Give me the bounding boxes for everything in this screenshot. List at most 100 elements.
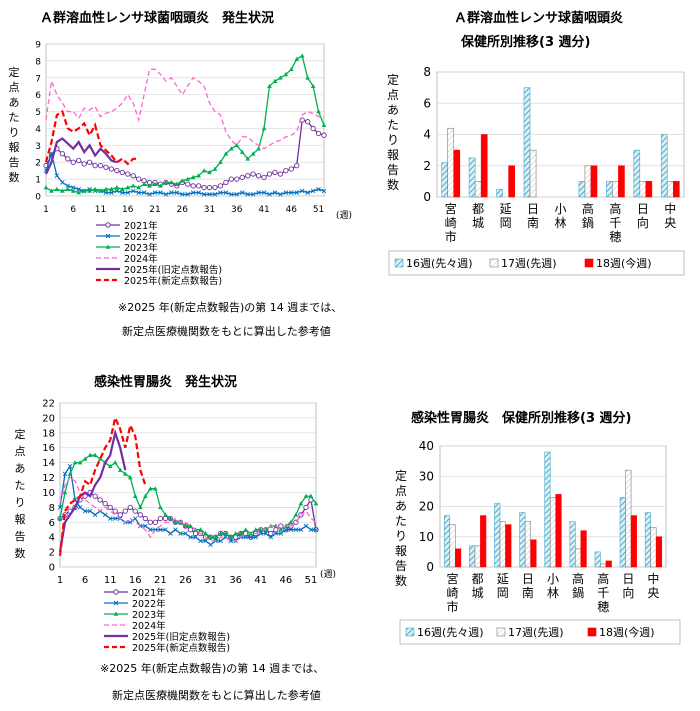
bar-bar_w16 [606,181,613,198]
bar-bar_w17 [600,563,607,568]
data-point-y2021 [59,151,66,157]
data-point-y2021 [103,164,109,170]
y-label-char: あ [9,96,20,109]
gastro-bar-title: 感染性胃腸炎 保健所別推移(3 週分) [411,410,631,426]
y-label-char: 定 [387,72,399,87]
data-point-y2022 [54,173,60,179]
y-label-char: 報 [395,544,407,558]
data-point-y2023 [87,452,93,457]
x-tick-label: 11 [95,205,106,215]
y-tick-label: 6 [49,518,55,529]
data-point-y2023 [158,183,163,188]
y-label-char: あ [387,103,399,117]
series-line-y2025new [44,109,139,166]
x-category-label: 日南 [527,202,539,230]
data-point-y2022 [313,527,319,533]
data-point-y2022 [130,188,136,194]
data-point-y2022 [278,531,284,536]
data-point-y2022 [250,191,256,197]
data-point-y2023 [267,83,272,89]
data-point-y2022 [305,190,310,195]
data-point-y2022 [158,190,163,195]
x-tick-label: 51 [305,575,318,586]
data-point-y2022 [190,190,196,195]
data-point-y2021 [261,174,267,181]
data-point-y2023 [183,523,188,528]
data-point-y2023 [278,75,283,80]
y-tick-label: 6 [35,91,41,101]
x-category-char: 小 [547,572,559,586]
data-point-y2022 [196,190,201,195]
data-point-y2022 [234,191,240,197]
data-point-y2023 [253,527,259,532]
data-point-y2023 [208,534,213,539]
y-tick-label: 14 [42,458,55,469]
data-point-y2021 [142,515,148,522]
bar-bar_w17 [447,127,455,198]
y-tick-label: 8 [423,65,431,79]
data-point-y2021 [273,527,279,533]
y-label-char: り [9,126,20,139]
data-point-y2022 [253,534,259,540]
data-point-y2022 [193,534,198,540]
y-label-char: 数 [15,547,26,560]
data-point-y2022 [107,516,113,521]
x-category-char: 穂 [597,600,609,614]
y-tick-label: 20 [42,413,55,424]
data-point-y2021 [223,179,229,186]
data-point-y2023 [148,486,153,491]
y-label-char: た [15,479,26,492]
gastro-note-line1: ※2025 年(新定点数報告)の第 14 週までは、 [100,661,324,675]
x-category-char: 南 [522,585,534,600]
x-category-label: 都城 [472,202,484,230]
data-point-y2022 [109,190,114,195]
bar-bar_w17 [549,497,557,568]
data-point-y2023 [152,181,158,186]
bar-bar_w16 [569,521,576,568]
data-point-y2023 [188,523,193,528]
data-point-y2022 [158,527,163,533]
data-point-y2022 [268,534,274,540]
data-point-y2021 [239,174,245,181]
data-point-y2023 [243,527,249,532]
x-category-char: 南 [527,215,539,230]
data-point-y2023 [92,186,98,192]
data-point-y2023 [294,56,300,61]
data-point-y2022 [223,190,229,195]
data-point-y2023 [127,475,133,480]
data-point-y2022 [168,531,173,536]
bar-bar_w16 [619,497,626,568]
x-tick-label: 16 [129,575,142,586]
data-point-y2023 [288,519,294,525]
x-category-char: 都 [472,572,484,586]
data-point-y2022 [310,188,316,194]
bar-bar_w17 [449,524,456,568]
legend-label: 2022年 [132,598,166,610]
data-point-y2022 [299,188,305,194]
data-point-y2021 [97,162,104,169]
data-point-y2022 [283,190,289,195]
data-point-y2023 [223,151,229,156]
x-category-label: 小林 [547,572,559,600]
x-tick-label: 36 [231,205,243,215]
x-category-char: 高 [582,201,594,216]
x-category-char: 岡 [497,586,509,600]
data-point-y2022 [245,191,251,197]
y-tick-label: 7 [35,74,41,84]
x-tick-label: 31 [204,205,215,215]
x-category-char: 岡 [500,216,512,230]
data-point-y2023 [122,471,128,476]
data-point-y2023 [198,527,203,532]
x-category-char: 城 [472,586,484,600]
data-point-y2023 [238,530,244,536]
data-point-y2023 [305,75,310,80]
x-category-char: 延 [500,202,512,216]
bar-bar_w17 [575,548,582,568]
bar-bar_w16 [523,87,531,198]
y-tick-label: 2 [423,159,431,173]
legend-swatch-bar_w18 [587,627,597,637]
legend-frame [388,250,685,276]
data-point-y2021 [132,508,138,514]
